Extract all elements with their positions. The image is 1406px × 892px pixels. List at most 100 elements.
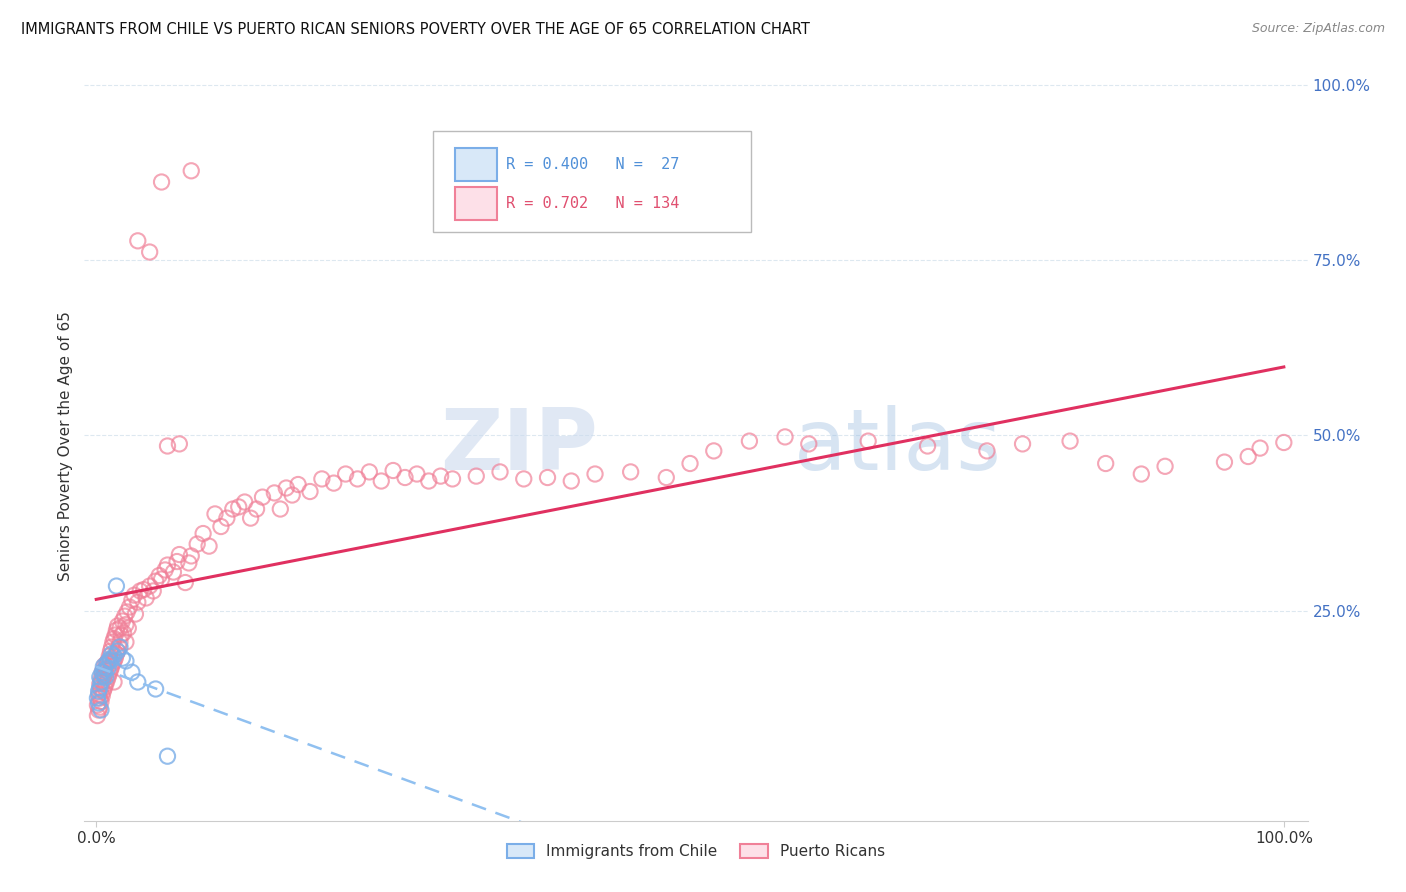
Point	[169, 437, 191, 451]
Point	[276, 481, 298, 495]
Point	[1154, 459, 1177, 474]
Point	[169, 548, 191, 562]
Point	[346, 472, 368, 486]
Point	[89, 670, 111, 684]
Point	[87, 703, 110, 717]
Point	[127, 234, 149, 248]
Point	[856, 434, 879, 449]
Point	[101, 635, 124, 649]
Point	[162, 565, 184, 579]
Text: IMMIGRANTS FROM CHILE VS PUERTO RICAN SENIORS POVERTY OVER THE AGE OF 65 CORRELA: IMMIGRANTS FROM CHILE VS PUERTO RICAN SE…	[21, 22, 810, 37]
Point	[489, 465, 512, 479]
Point	[127, 675, 149, 690]
Point	[180, 549, 202, 563]
Point	[118, 600, 141, 615]
Point	[174, 575, 197, 590]
Point	[107, 644, 129, 658]
Point	[86, 708, 108, 723]
Point	[100, 654, 122, 668]
Point	[655, 470, 678, 484]
Point	[96, 673, 118, 688]
Point	[90, 681, 112, 696]
Point	[87, 684, 110, 698]
Point	[269, 502, 291, 516]
Point	[1130, 467, 1153, 481]
Point	[96, 656, 118, 670]
Point	[406, 467, 429, 481]
Point	[797, 437, 820, 451]
Point	[204, 507, 226, 521]
Point	[115, 617, 138, 632]
Point	[441, 472, 464, 486]
Point	[93, 668, 115, 682]
Point	[252, 490, 274, 504]
Point	[93, 684, 115, 698]
Point	[129, 584, 152, 599]
Point	[108, 621, 131, 635]
Point	[96, 656, 118, 670]
Point	[156, 749, 179, 764]
Point	[287, 477, 309, 491]
Point	[103, 675, 125, 690]
Point	[1272, 435, 1295, 450]
Point	[186, 537, 208, 551]
Point	[145, 681, 167, 696]
Point	[738, 434, 761, 449]
Point	[87, 696, 110, 710]
Point	[105, 579, 128, 593]
Point	[100, 647, 122, 661]
Point	[103, 649, 125, 664]
Point	[98, 666, 121, 681]
Point	[98, 652, 121, 666]
Point	[222, 502, 245, 516]
Point	[90, 695, 112, 709]
Point	[465, 469, 488, 483]
Point	[191, 526, 214, 541]
Point	[93, 668, 115, 682]
Text: atlas: atlas	[794, 404, 1002, 488]
Point	[322, 476, 344, 491]
Point	[91, 675, 114, 690]
Point	[115, 654, 138, 668]
Point	[620, 465, 643, 479]
Point	[536, 470, 558, 484]
Point	[976, 443, 998, 458]
Point	[198, 539, 221, 553]
Point	[1011, 437, 1033, 451]
Point	[233, 495, 256, 509]
Point	[370, 474, 392, 488]
Text: R = 0.702   N = 134: R = 0.702 N = 134	[506, 196, 679, 211]
Point	[228, 500, 250, 514]
Point	[94, 670, 117, 684]
Point	[1094, 457, 1116, 471]
Point	[513, 472, 536, 486]
Point	[89, 691, 111, 706]
Y-axis label: Seniors Poverty Over the Age of 65: Seniors Poverty Over the Age of 65	[58, 311, 73, 581]
Point	[90, 675, 112, 690]
Point	[107, 619, 129, 633]
Point	[142, 584, 165, 599]
Point	[93, 681, 115, 695]
Point	[156, 558, 179, 572]
Text: ZIP: ZIP	[440, 404, 598, 488]
Point	[114, 609, 136, 624]
Point	[100, 659, 122, 673]
Point	[560, 474, 582, 488]
Point	[93, 658, 115, 673]
Text: Source: ZipAtlas.com: Source: ZipAtlas.com	[1251, 22, 1385, 36]
Point	[263, 486, 285, 500]
Point	[359, 465, 381, 479]
Point	[1213, 455, 1236, 469]
Point	[89, 677, 111, 691]
Point	[89, 681, 111, 695]
Point	[104, 651, 127, 665]
FancyBboxPatch shape	[433, 131, 751, 233]
Point	[91, 689, 114, 703]
Point	[148, 568, 170, 582]
Point	[124, 607, 146, 621]
Point	[1237, 450, 1260, 464]
Point	[93, 663, 115, 677]
FancyBboxPatch shape	[456, 148, 496, 181]
Point	[335, 467, 357, 481]
Point	[153, 563, 176, 577]
